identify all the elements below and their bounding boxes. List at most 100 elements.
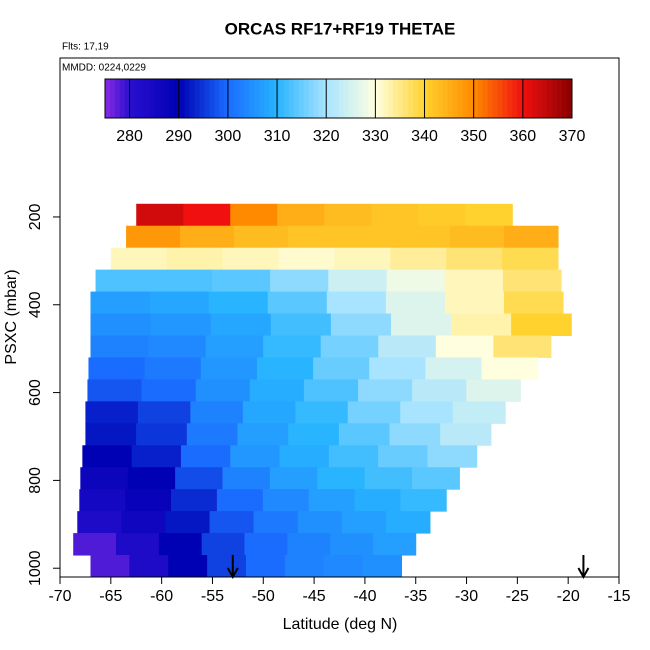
colorbar-cell bbox=[194, 79, 200, 118]
colorbar-tick-label: 300 bbox=[215, 128, 242, 145]
heat-cell bbox=[326, 291, 387, 315]
colorbar-cell bbox=[537, 79, 543, 118]
heat-cell bbox=[85, 401, 139, 424]
heat-cell bbox=[237, 423, 289, 446]
heat-cell bbox=[466, 379, 521, 402]
heat-cell bbox=[493, 335, 552, 358]
heat-cell bbox=[284, 555, 325, 578]
colorbar-cell bbox=[179, 79, 185, 118]
heat-cell bbox=[386, 269, 446, 293]
heat-cell bbox=[230, 445, 281, 468]
heat-cell bbox=[354, 489, 401, 512]
heat-cell bbox=[323, 555, 364, 578]
heat-cell bbox=[200, 357, 258, 380]
heat-cell bbox=[418, 203, 466, 227]
colorbar-cell bbox=[422, 79, 429, 118]
heat-cell bbox=[385, 511, 431, 534]
heat-cell bbox=[209, 511, 255, 534]
heat-cell bbox=[502, 247, 559, 271]
heat-cell bbox=[125, 489, 172, 512]
y-axis-label: PSXC (mbar) bbox=[3, 269, 20, 364]
heat-cell bbox=[425, 357, 483, 380]
x-tick-label: -25 bbox=[506, 588, 529, 605]
x-tick-label: -30 bbox=[455, 588, 478, 605]
heat-cell bbox=[400, 401, 454, 424]
heat-cell bbox=[465, 203, 513, 227]
heat-cell bbox=[328, 269, 388, 293]
colorbar-cell bbox=[552, 79, 558, 118]
heat-cell bbox=[287, 533, 331, 556]
colorbar-tick-label: 290 bbox=[165, 128, 192, 145]
annotation: MMDD: 0224,0229 bbox=[62, 63, 146, 74]
colorbar-cell bbox=[507, 79, 513, 118]
heat-cell bbox=[141, 379, 197, 402]
heat-cell bbox=[372, 533, 417, 556]
heat-cell bbox=[85, 423, 137, 446]
heat-cell bbox=[208, 291, 269, 315]
colorbar-cell bbox=[567, 79, 573, 118]
subtitle: Flts: 17,19 bbox=[62, 42, 109, 53]
colorbar-cell bbox=[159, 79, 166, 118]
colorbar-cell bbox=[542, 79, 548, 118]
colorbar-cell bbox=[482, 79, 489, 118]
heat-cell bbox=[279, 445, 330, 468]
colorbar-cell bbox=[353, 79, 359, 118]
heat-cell bbox=[234, 225, 289, 249]
colorbar-cell bbox=[219, 79, 225, 118]
colorbar-cell bbox=[204, 79, 210, 118]
colorbar-cell bbox=[283, 79, 290, 118]
colorbar-cell bbox=[447, 79, 454, 118]
colorbar-cell bbox=[184, 79, 190, 118]
heat-cell bbox=[165, 511, 211, 534]
heat-cell bbox=[150, 313, 212, 337]
heat-cell bbox=[149, 291, 210, 315]
heat-cell bbox=[90, 291, 151, 315]
heat-cell bbox=[270, 269, 329, 293]
heat-cell bbox=[338, 423, 391, 446]
heat-cell bbox=[288, 225, 343, 249]
y-tick-label: 400 bbox=[27, 291, 44, 318]
heat-cell bbox=[452, 401, 506, 424]
colorbar-cell bbox=[224, 79, 230, 118]
heat-cell bbox=[400, 489, 447, 512]
colorbar-tick-label: 310 bbox=[264, 128, 291, 145]
chart-title: ORCAS RF17+RF19 THETAE bbox=[225, 19, 456, 38]
colorbar-cell bbox=[472, 79, 479, 118]
heat-cell bbox=[450, 225, 505, 249]
heat-cell bbox=[371, 203, 419, 227]
heat-cell bbox=[342, 225, 397, 249]
heat-cell bbox=[396, 225, 451, 249]
heat-cell bbox=[263, 335, 322, 358]
heat-cell bbox=[222, 247, 280, 271]
colorbar-cell bbox=[189, 79, 195, 118]
colorbar-cell bbox=[388, 79, 394, 118]
heat-cell bbox=[183, 203, 231, 227]
colorbar-cell bbox=[477, 79, 484, 118]
heat-cell bbox=[324, 203, 372, 227]
heat-cell bbox=[195, 379, 251, 402]
heat-cell bbox=[245, 555, 286, 578]
colorbar-cell bbox=[318, 79, 325, 118]
colorbar-cell bbox=[105, 79, 111, 118]
heat-cell bbox=[90, 555, 130, 578]
heat-cell bbox=[504, 225, 559, 249]
heat-cell bbox=[303, 379, 359, 402]
heat-cell bbox=[186, 423, 238, 446]
colorbar-cell bbox=[417, 79, 424, 118]
x-axis-label: Latitude (deg N) bbox=[283, 616, 398, 633]
heat-cell bbox=[308, 489, 355, 512]
colorbar-cell bbox=[408, 79, 414, 118]
heat-cell bbox=[502, 269, 562, 293]
heat-cell bbox=[249, 379, 305, 402]
colorbar-cell bbox=[144, 79, 151, 118]
heat-cell bbox=[390, 313, 452, 337]
colorbar-cell bbox=[333, 79, 339, 118]
heat-cell bbox=[504, 291, 564, 315]
colorbar-cell bbox=[278, 79, 285, 118]
heat-cell bbox=[230, 203, 278, 227]
colorbar-cell bbox=[308, 79, 315, 118]
colorbar-cell bbox=[199, 79, 205, 118]
heat-cell bbox=[175, 467, 223, 490]
heat-cell bbox=[137, 401, 191, 424]
